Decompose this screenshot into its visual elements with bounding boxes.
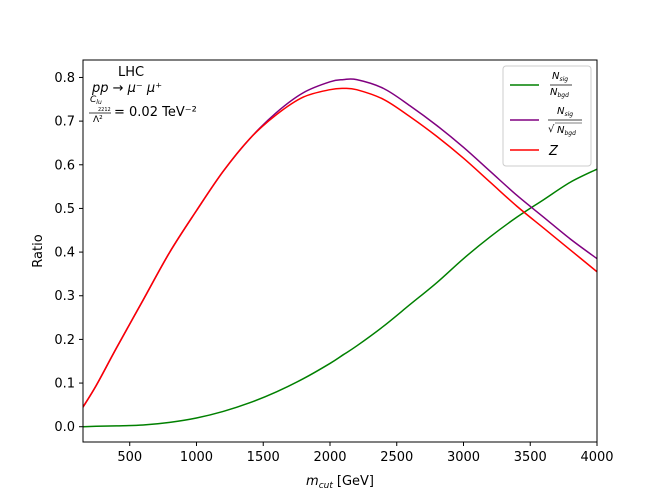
x-tick-label: 500 <box>117 450 142 465</box>
annotation-coupling-numerator: Clu <box>90 95 102 106</box>
x-axis: 500 1000 1500 2000 2500 3000 3500 4000 <box>117 442 614 465</box>
annotation-process: pp → μ⁻ μ⁺ <box>91 81 162 96</box>
y-tick-label: 0.1 <box>54 377 75 392</box>
y-tick-label: 0.6 <box>54 158 75 173</box>
series-line-0 <box>83 168 597 428</box>
annotation-coupling-denominator: Λ² <box>93 115 103 125</box>
x-tick-label: 1500 <box>247 450 280 465</box>
y-tick-label: 0.5 <box>54 202 75 217</box>
legend-ratio-numerator: Nsig <box>552 71 568 83</box>
x-tick-label: 1000 <box>180 450 213 465</box>
legend-ratio-denominator: Nbgd <box>550 87 569 99</box>
legend-box <box>502 65 592 167</box>
x-tick-label: 3500 <box>514 450 547 465</box>
y-axis-title: Ratio <box>31 234 46 267</box>
annotation-coupling-subsub: 2212 <box>98 107 111 113</box>
x-axis-title: mcut [GeV] <box>306 474 374 491</box>
legend-significance-sqrt: √ <box>548 124 555 135</box>
y-tick-label: 0.8 <box>54 71 75 86</box>
legend-significance-denominator: Nbgd <box>557 125 576 137</box>
y-axis: 0.0 0.1 0.2 0.3 0.4 0.5 0.6 0.7 0.8 <box>54 71 83 435</box>
plot-area <box>82 59 598 443</box>
x-tick-label: 2000 <box>313 450 346 465</box>
y-tick-label: 0.3 <box>54 289 75 304</box>
x-tick-label: 2500 <box>380 450 413 465</box>
x-tick-label: 4000 <box>580 450 613 465</box>
annotation-coupling-value: = 0.02 TeV⁻² <box>114 105 197 120</box>
annotation-collider: LHC <box>118 65 144 80</box>
y-tick-label: 0.7 <box>54 115 75 130</box>
legend: Nsig Nbgd Nsig √ Nbgd Z <box>502 65 592 167</box>
legend-significance-numerator: Nsig <box>557 106 573 118</box>
legend-z-label: Z <box>548 144 559 159</box>
y-tick-label: 0.2 <box>54 333 75 348</box>
y-tick-label: 0.4 <box>54 246 75 261</box>
x-tick-label: 3000 <box>447 450 480 465</box>
series-line-2 <box>83 87 597 408</box>
y-tick-label: 0.0 <box>54 420 75 435</box>
annotation-box: LHC pp → μ⁻ μ⁺ Clu 2212 Λ² = 0.02 TeV⁻² <box>89 65 197 125</box>
